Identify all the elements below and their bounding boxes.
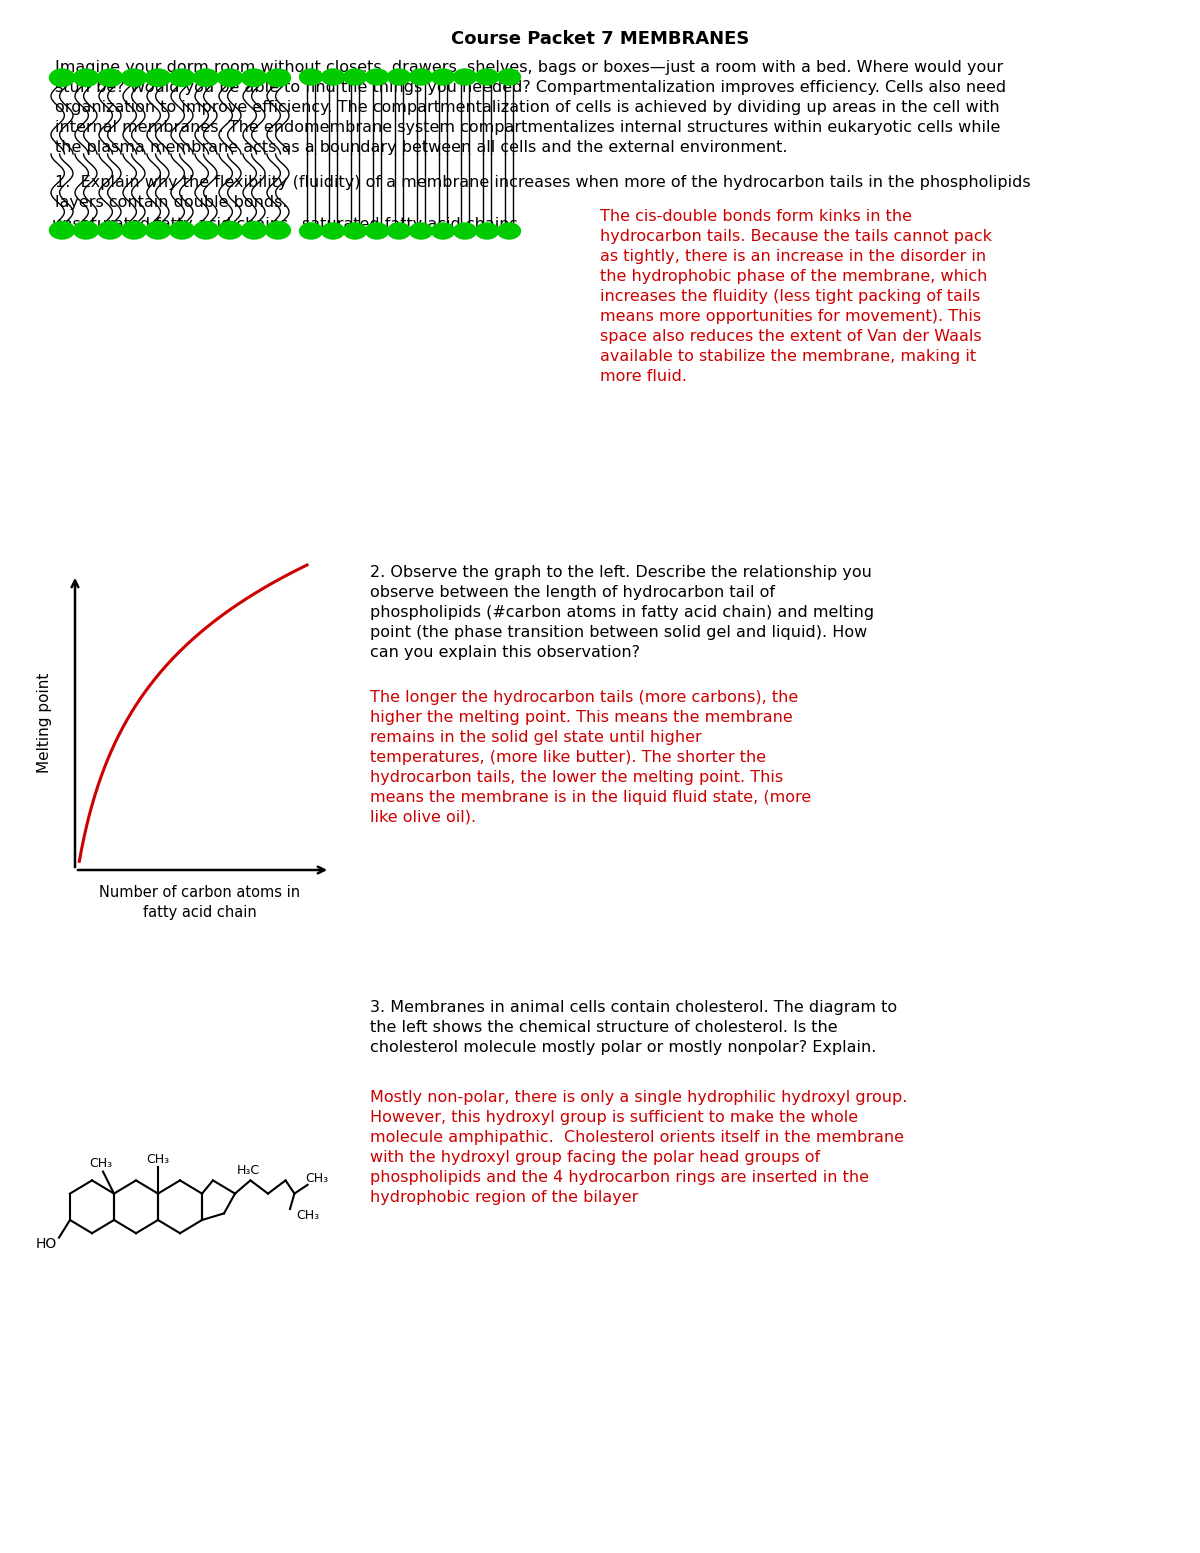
Text: Mostly non-polar, there is only a single hydrophilic hydroxyl group.: Mostly non-polar, there is only a single… [370, 1090, 907, 1106]
Text: 3. Membranes in animal cells contain cholesterol. The diagram to: 3. Membranes in animal cells contain cho… [370, 1000, 898, 1016]
Text: CH₃: CH₃ [146, 1152, 169, 1166]
Text: HO: HO [35, 1238, 56, 1252]
Ellipse shape [343, 68, 366, 85]
Text: available to stabilize the membrane, making it: available to stabilize the membrane, mak… [600, 349, 976, 363]
Text: CH₃: CH₃ [296, 1210, 319, 1222]
Text: space also reduces the extent of Van der Waals: space also reduces the extent of Van der… [600, 329, 982, 345]
Text: stuff be? Would you be able to find the things you needed? Compartmentalization : stuff be? Would you be able to find the … [55, 81, 1006, 95]
Ellipse shape [388, 68, 410, 85]
Ellipse shape [49, 222, 74, 239]
Ellipse shape [366, 68, 389, 85]
Text: molecule amphipathic.  Cholesterol orients itself in the membrane: molecule amphipathic. Cholesterol orient… [370, 1131, 904, 1145]
Ellipse shape [145, 222, 170, 239]
Text: the hydrophobic phase of the membrane, which: the hydrophobic phase of the membrane, w… [600, 269, 988, 284]
Text: the left shows the chemical structure of cholesterol. Is the: the left shows the chemical structure of… [370, 1020, 838, 1034]
Ellipse shape [145, 68, 170, 87]
Ellipse shape [322, 68, 344, 85]
Text: means the membrane is in the liquid fluid state, (more: means the membrane is in the liquid flui… [370, 790, 811, 804]
Ellipse shape [432, 68, 455, 85]
Text: can you explain this observation?: can you explain this observation? [370, 644, 640, 660]
Text: unsaturated fatty acid chains: unsaturated fatty acid chains [52, 217, 288, 231]
Text: The longer the hydrocarbon tails (more carbons), the: The longer the hydrocarbon tails (more c… [370, 690, 798, 705]
Text: point (the phase transition between solid gel and liquid). How: point (the phase transition between soli… [370, 624, 868, 640]
Ellipse shape [193, 68, 218, 87]
Ellipse shape [73, 68, 98, 87]
Text: Imagine your dorm room without closets, drawers, shelves, bags or boxes—just a r: Imagine your dorm room without closets, … [55, 61, 1003, 75]
Text: remains in the solid gel state until higher: remains in the solid gel state until hig… [370, 730, 702, 745]
Text: phospholipids and the 4 hydrocarbon rings are inserted in the: phospholipids and the 4 hydrocarbon ring… [370, 1169, 869, 1185]
Text: However, this hydroxyl group is sufficient to make the whole: However, this hydroxyl group is sufficie… [370, 1110, 858, 1124]
Ellipse shape [49, 68, 74, 87]
Ellipse shape [121, 222, 146, 239]
Text: higher the melting point. This means the membrane: higher the melting point. This means the… [370, 710, 793, 725]
Text: phospholipids (#carbon atoms in fatty acid chain) and melting: phospholipids (#carbon atoms in fatty ac… [370, 606, 874, 620]
Ellipse shape [475, 68, 498, 85]
Text: increases the fluidity (less tight packing of tails: increases the fluidity (less tight packi… [600, 289, 980, 304]
Ellipse shape [169, 68, 194, 87]
Ellipse shape [475, 224, 498, 239]
Ellipse shape [409, 224, 432, 239]
Text: internal membranes. The endomembrane system compartmentalizes internal structure: internal membranes. The endomembrane sys… [55, 120, 1001, 135]
Ellipse shape [97, 68, 122, 87]
Text: like olive oil).: like olive oil). [370, 811, 476, 825]
Ellipse shape [241, 222, 266, 239]
Ellipse shape [265, 68, 290, 87]
Ellipse shape [409, 68, 432, 85]
Ellipse shape [265, 222, 290, 239]
Ellipse shape [322, 224, 344, 239]
Ellipse shape [241, 68, 266, 87]
Text: observe between the length of hydrocarbon tail of: observe between the length of hydrocarbo… [370, 585, 775, 599]
Text: hydrocarbon tails. Because the tails cannot pack: hydrocarbon tails. Because the tails can… [600, 228, 992, 244]
Ellipse shape [366, 224, 389, 239]
Text: cholesterol molecule mostly polar or mostly nonpolar? Explain.: cholesterol molecule mostly polar or mos… [370, 1041, 876, 1054]
Ellipse shape [193, 222, 218, 239]
Text: The cis-double bonds form kinks in the: The cis-double bonds form kinks in the [600, 210, 912, 224]
Text: saturated fatty acid chains: saturated fatty acid chains [302, 217, 518, 231]
Ellipse shape [498, 224, 521, 239]
Ellipse shape [432, 224, 455, 239]
Text: with the hydroxyl group facing the polar head groups of: with the hydroxyl group facing the polar… [370, 1151, 820, 1165]
Text: layers contain double bonds.: layers contain double bonds. [55, 196, 288, 210]
Text: Number of carbon atoms in
fatty acid chain: Number of carbon atoms in fatty acid cha… [100, 885, 300, 919]
Text: 1.  Explain why the flexibility (fluidity) of a membrane increases when more of : 1. Explain why the flexibility (fluidity… [55, 175, 1031, 189]
Ellipse shape [343, 224, 366, 239]
Ellipse shape [169, 222, 194, 239]
Text: Course Packet 7 MEMBRANES: Course Packet 7 MEMBRANES [451, 30, 749, 48]
Text: H₃C: H₃C [236, 1165, 259, 1177]
Text: Melting point: Melting point [37, 672, 53, 773]
Ellipse shape [97, 222, 122, 239]
Text: the plasma membrane acts as a boundary between all cells and the external enviro: the plasma membrane acts as a boundary b… [55, 140, 787, 155]
Ellipse shape [121, 68, 146, 87]
Ellipse shape [300, 68, 323, 85]
Ellipse shape [498, 68, 521, 85]
Ellipse shape [454, 68, 476, 85]
Ellipse shape [217, 222, 242, 239]
Text: more fluid.: more fluid. [600, 370, 686, 384]
Text: CH₃: CH₃ [89, 1157, 113, 1171]
Ellipse shape [388, 224, 410, 239]
Text: as tightly, there is an increase in the disorder in: as tightly, there is an increase in the … [600, 248, 986, 264]
Text: organization to improve efficiency. The compartmentalization of cells is achieve: organization to improve efficiency. The … [55, 99, 1000, 115]
Text: temperatures, (more like butter). The shorter the: temperatures, (more like butter). The sh… [370, 750, 766, 766]
Ellipse shape [300, 224, 323, 239]
Text: CH₃: CH₃ [305, 1171, 328, 1185]
Ellipse shape [73, 222, 98, 239]
Text: hydrocarbon tails, the lower the melting point. This: hydrocarbon tails, the lower the melting… [370, 770, 784, 784]
Ellipse shape [217, 68, 242, 87]
Ellipse shape [454, 224, 476, 239]
Text: 2. Observe the graph to the left. Describe the relationship you: 2. Observe the graph to the left. Descri… [370, 565, 872, 579]
Text: hydrophobic region of the bilayer: hydrophobic region of the bilayer [370, 1190, 638, 1205]
Text: means more opportunities for movement). This: means more opportunities for movement). … [600, 309, 982, 325]
